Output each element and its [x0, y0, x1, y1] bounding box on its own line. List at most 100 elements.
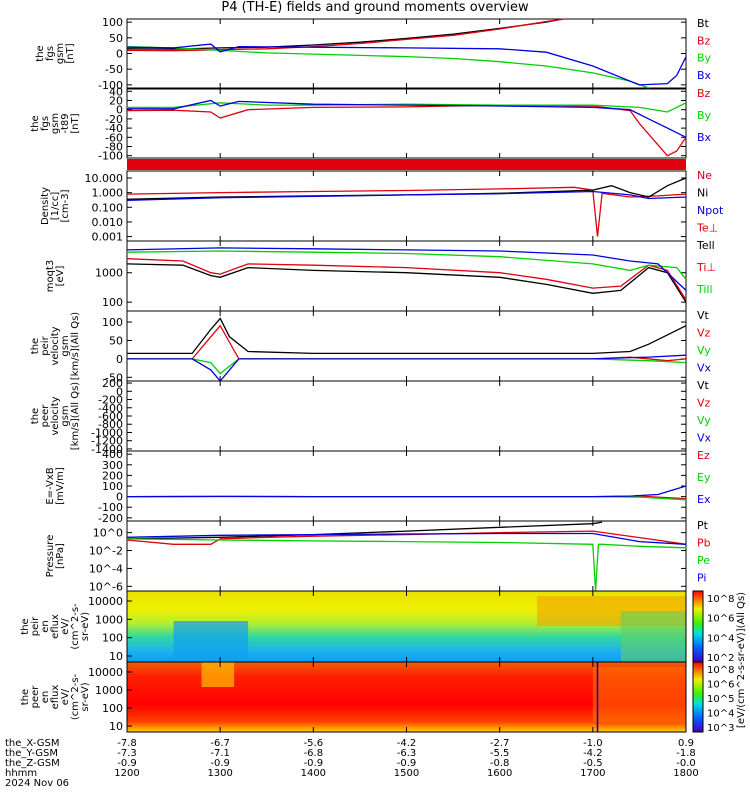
y-tick-label: -200 [98, 394, 123, 407]
y-axis-label: fgs [40, 116, 51, 131]
x-tick-label: -1.0 [583, 738, 603, 749]
legend-label-Pi: Pi [697, 572, 706, 585]
y-axis-label: the [35, 45, 46, 61]
series-line-Pe [126, 538, 687, 592]
series-line-Pi [126, 532, 687, 545]
x-tick-label: -0.9 [304, 758, 324, 769]
series-line-Tell [126, 263, 687, 303]
y-axis-label: [eV] [55, 266, 66, 287]
y-axis-label: the [20, 689, 31, 705]
legend-label-Vt: Vt [697, 379, 710, 392]
series-line-Pb [126, 530, 687, 545]
y-axis-label: [nPa] [55, 543, 66, 569]
state-band [127, 159, 686, 170]
legend-label-Pb: Pb [697, 537, 711, 550]
y-tick-label: -200 [98, 512, 123, 525]
y-axis-label: [km/s](All Qs) [70, 382, 81, 450]
y-tick-label: 200 [102, 377, 123, 390]
y-axis-label: the [20, 618, 31, 634]
y-tick-label: 10^-4 [89, 562, 123, 575]
x-tick-label: -6.7 [210, 738, 230, 749]
legend-label-Ne: Ne [697, 169, 712, 182]
y-tick-label: -100 [98, 79, 123, 92]
y-axis-label: velocity [50, 326, 61, 365]
x-tick-label: 1700 [580, 768, 605, 779]
x-tick-label: -7.3 [117, 748, 137, 759]
x-tick-label: 1200 [114, 768, 139, 779]
y-tick-label: 200 [102, 469, 123, 482]
x-row-label: the_Z-GSM [5, 758, 60, 769]
y-tick-label: -600 [98, 410, 123, 423]
y-axis-label: eV/ [60, 618, 71, 635]
y-axis-label: the [30, 338, 41, 354]
y-tick-label: 0 [116, 104, 123, 117]
x-tick-label: -6.3 [397, 748, 417, 759]
y-axis-label: [nT] [70, 113, 81, 133]
series-line-Bx [126, 43, 687, 86]
y-tick-label: -80 [105, 141, 123, 154]
x-tick-label: -0.5 [583, 758, 603, 769]
legend-label-Tell: Tell [696, 239, 715, 252]
y-tick-label: -1400 [91, 443, 123, 456]
series-line-Pt [126, 521, 603, 540]
y-axis-label: eflux [50, 685, 61, 710]
y-tick-label: 0.001 [92, 231, 124, 244]
legend-label-Bx: Bx [697, 131, 712, 144]
y-axis-label: sr-eV) [80, 682, 91, 711]
x-tick-label: -4.2 [583, 748, 603, 759]
y-axis-label: moqt3 [45, 260, 56, 293]
heatmap-feature [620, 611, 686, 662]
y-tick-label: 10000 [88, 595, 123, 608]
x-tick-label: -4.2 [397, 738, 417, 749]
x-tick-label: -2.7 [490, 738, 510, 749]
series-line-Ex [126, 485, 687, 498]
legend-label-Vx: Vx [697, 362, 712, 375]
y-axis-label: [mV/m] [55, 467, 66, 505]
series-line-Te⊥ [126, 247, 687, 291]
series-line-By [127, 102, 687, 113]
colorbar [692, 590, 704, 663]
panel-frame [126, 88, 687, 159]
y-tick-label: 20 [109, 95, 123, 108]
panel-frame [126, 380, 687, 452]
y-axis-label: the [30, 115, 41, 131]
x-row-label: 2024 Nov 06 [5, 778, 69, 789]
x-tick-label: 1500 [394, 768, 419, 779]
y-tick-label: 1000 [95, 613, 123, 626]
y-tick-label: 400 [102, 448, 123, 461]
y-axis-label: E=-VxB [45, 467, 56, 504]
colorbar-tick-label: 10^5 [707, 694, 734, 705]
legend-label-Ex: Ex [697, 493, 711, 506]
legend-label-Te⊥: Te⊥ [696, 222, 718, 235]
legend-label-Pt: Pt [697, 519, 709, 532]
y-tick-label: 10^-6 [89, 580, 123, 593]
y-axis-label: peer [40, 404, 51, 428]
colorbar-tick-label: 10^2 [707, 653, 734, 664]
x-tick-label: -0.9 [397, 758, 417, 769]
y-tick-label: 100 [102, 702, 123, 715]
y-tick-label: 100 [102, 16, 123, 29]
x-row-label: hhmm [5, 768, 37, 779]
x-tick-label: -7.8 [117, 738, 137, 749]
y-tick-label: 0 [116, 385, 123, 398]
legend-label-Vz: Vz [697, 327, 711, 340]
legend-label-Npot: Npot [697, 204, 724, 217]
chart-title: P4 (TH-E) fields and ground moments over… [221, 0, 529, 15]
legend-label-Ni: Ni [697, 187, 708, 200]
series-line-Vx [127, 354, 687, 383]
y-axis-label: gsm [60, 405, 71, 426]
y-axis-label: Density [40, 187, 51, 225]
y-tick-label: 0 [116, 491, 123, 504]
series-line-Npot [126, 190, 687, 201]
x-tick-label: -6.8 [304, 748, 324, 759]
y-tick-label: 10^-2 [89, 545, 123, 558]
x-tick-label: -7.1 [210, 748, 230, 759]
y-axis-label: peir [40, 335, 51, 355]
y-axis-label: gsm [60, 335, 71, 356]
colorbar-label: [eV/(cm^2-s-sr-eV)](All Qs) [736, 592, 747, 728]
y-axis-label: sr-eV) [80, 612, 91, 641]
y-axis-label: velocity [50, 396, 61, 435]
legend-label-Bx: Bx [697, 69, 712, 82]
y-tick-label: 10^0 [93, 527, 123, 540]
y-axis-label: -t89 [60, 113, 71, 133]
